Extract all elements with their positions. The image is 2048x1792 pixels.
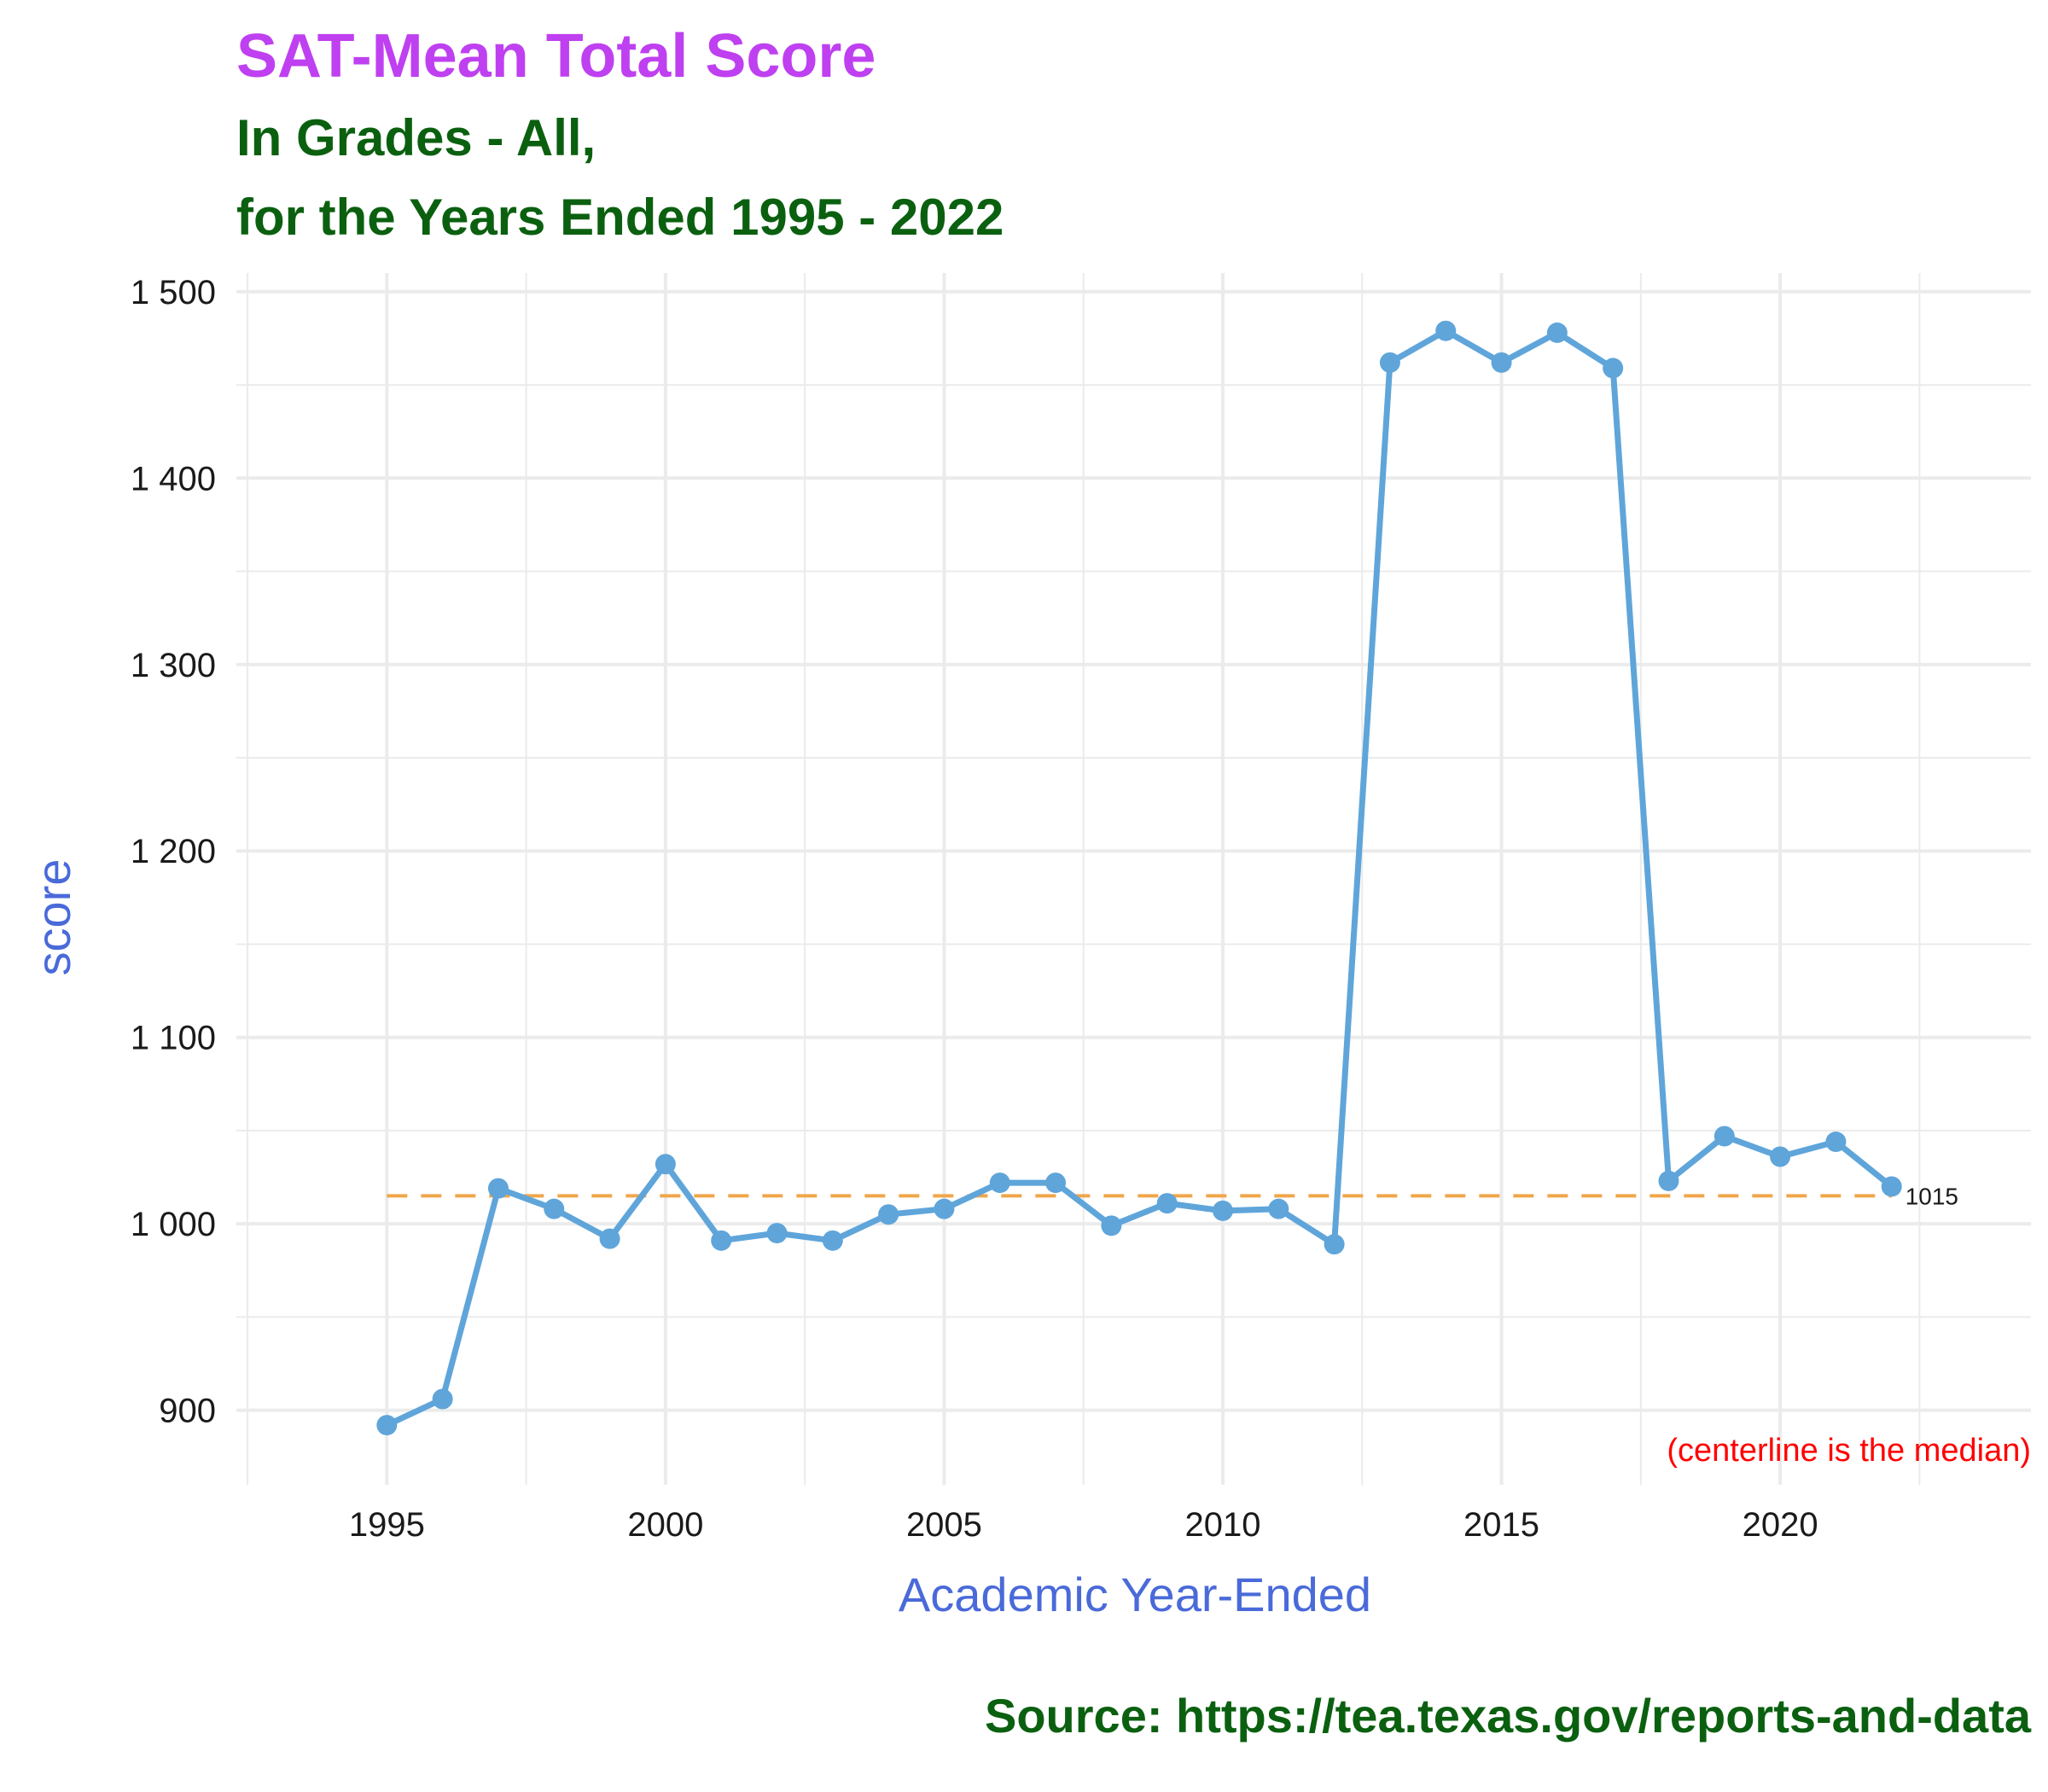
data-point (1435, 320, 1457, 341)
data-point (1491, 352, 1512, 373)
y-axis-ticks: 900 1 000 1 100 1 200 1 300 1 400 1 500 (131, 274, 216, 1430)
source-caption: Source: https://tea.texas.gov/reports-an… (985, 1689, 2032, 1743)
x-tick-label: 2015 (1463, 1506, 1539, 1544)
data-point (1770, 1146, 1791, 1167)
data-point (655, 1154, 676, 1175)
x-axis-title: Academic Year-Ended (899, 1568, 1371, 1621)
x-tick-label: 2020 (1743, 1506, 1818, 1544)
x-axis-ticks: 1995 2000 2005 2010 2015 2020 (349, 1506, 1818, 1544)
median-note: (centerline is the median) (1667, 1433, 2031, 1469)
data-points (376, 320, 1902, 1436)
data-point (711, 1230, 732, 1251)
data-point (432, 1388, 453, 1410)
y-tick-label: 1 300 (131, 647, 216, 684)
data-point (1379, 352, 1400, 373)
y-axis-title: score (26, 859, 80, 976)
median-reference: 1015 (387, 1183, 1958, 1209)
median-value-label: 1015 (1905, 1183, 1958, 1209)
data-point (766, 1223, 788, 1244)
data-point (599, 1228, 620, 1249)
data-point (822, 1230, 843, 1251)
grid-lines (236, 273, 2031, 1485)
data-point (544, 1198, 565, 1219)
data-point (1603, 358, 1624, 379)
data-point (1658, 1170, 1679, 1191)
series-line (383, 328, 1895, 1428)
data-point (487, 1178, 509, 1199)
data-point (1212, 1200, 1233, 1221)
x-tick-label: 2005 (906, 1506, 982, 1544)
series-line-layer (383, 328, 1895, 1428)
data-point (1324, 1234, 1345, 1255)
data-point (934, 1198, 955, 1219)
chart-subtitle-line-1: In Grades - All, (236, 109, 596, 166)
data-point (1045, 1172, 1067, 1194)
data-point (1881, 1176, 1902, 1197)
x-tick-label: 1995 (349, 1506, 425, 1544)
y-tick-label: 1 400 (131, 460, 216, 497)
data-point (1546, 322, 1568, 343)
data-point (1268, 1198, 1289, 1219)
data-point (1713, 1126, 1735, 1147)
data-point (1825, 1132, 1847, 1153)
data-point (1156, 1193, 1178, 1214)
x-tick-label: 2010 (1185, 1506, 1261, 1544)
data-point (989, 1172, 1010, 1194)
y-tick-label: 1 500 (131, 274, 216, 311)
y-tick-label: 1 000 (131, 1206, 216, 1243)
data-point (376, 1415, 398, 1436)
y-tick-label: 900 (159, 1393, 216, 1430)
chart-title: SAT-Mean Total Score (236, 22, 876, 90)
y-tick-label: 1 200 (131, 833, 216, 870)
data-point (878, 1204, 899, 1225)
y-tick-label: 1 100 (131, 1020, 216, 1057)
x-tick-label: 2000 (627, 1506, 703, 1544)
chart-subtitle-line-2: for the Years Ended 1995 - 2022 (236, 189, 1004, 246)
data-point (1101, 1215, 1122, 1236)
